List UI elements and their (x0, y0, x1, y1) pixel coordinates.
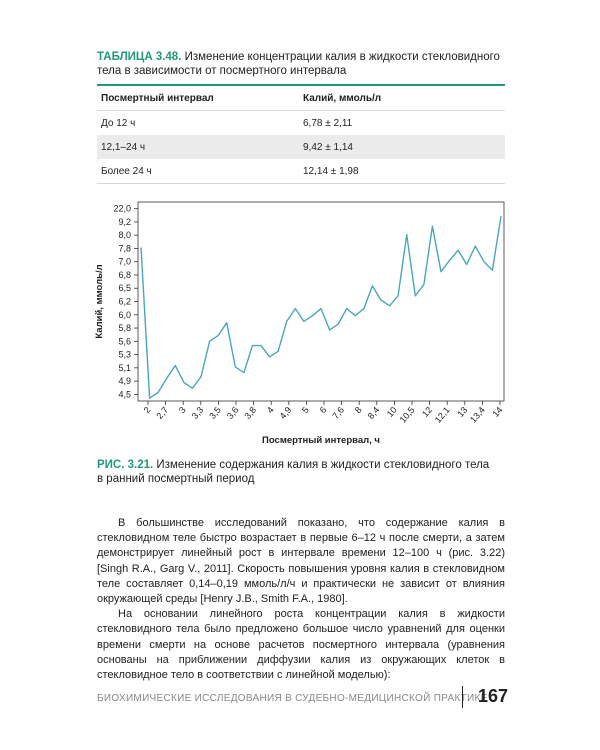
paragraph: В большинстве исследований показано, что… (97, 517, 505, 606)
y-tick-label: 7,8 (118, 243, 131, 253)
table-caption: ТАБЛИЦА 3.48. Изменение концентрации кал… (97, 50, 507, 78)
body-text: В большинстве исследований показано, что… (97, 516, 505, 683)
figure-caption: РИС. 3.21. Изменение содержания калия в … (97, 458, 507, 486)
y-tick-label: 4,9 (118, 376, 131, 386)
x-tick-label: 3,5 (207, 405, 223, 421)
table-cell-value: 9,42 ± 1,14 (303, 142, 353, 153)
y-tick-label: 22,0 (113, 204, 131, 214)
figure-caption-line1: Изменение содержания калия в жидкости ст… (156, 459, 490, 471)
x-tick-label: 2,7 (154, 405, 170, 421)
table-header-rule (97, 110, 505, 111)
x-tick-label: 3,6 (225, 405, 241, 421)
y-tick-label: 6,5 (118, 283, 131, 293)
x-tick-label: 8,4 (366, 405, 382, 421)
table-row: Более 24 ч 12,14 ± 1,98 (97, 159, 505, 183)
table-header-row: Посмертный интервал Калий, ммоль/л (97, 86, 505, 110)
x-tick-label: 4,9 (278, 405, 294, 421)
x-tick-label: 13,4 (468, 405, 487, 425)
table-bottom-rule (97, 183, 505, 184)
x-tick-label: 3 (177, 405, 188, 415)
y-tick-label: 5,8 (118, 323, 131, 333)
x-tick-label: 2 (142, 405, 153, 415)
y-tick-label: 9,2 (118, 217, 131, 227)
paragraph: На основании линейного роста концентраци… (97, 608, 505, 682)
table-header-interval: Посмертный интервал (101, 93, 214, 104)
table-row: 12,1–24 ч 9,42 ± 1,14 (97, 135, 505, 159)
x-tick-label: 10,5 (398, 405, 417, 425)
footer-divider (462, 686, 463, 708)
table-cell-interval: До 12 ч (101, 118, 136, 129)
x-tick-label: 14 (490, 405, 504, 419)
y-tick-label: 5,6 (118, 336, 131, 346)
y-tick-label: 4,5 (118, 389, 131, 399)
x-tick-label: 6 (318, 405, 329, 415)
table-cell-value: 12,14 ± 1,98 (303, 166, 359, 177)
x-tick-label: 12 (420, 405, 434, 419)
y-tick-label: 6,0 (118, 310, 131, 320)
x-tick-label: 5 (300, 405, 311, 415)
table-title-line1: Изменение концентрации калия в жидкости … (184, 51, 500, 63)
running-title: БИОХИМИЧЕСКИЕ ИССЛЕДОВАНИЯ В СУДЕБНО-МЕД… (97, 693, 488, 704)
x-tick-label: 3,8 (242, 405, 258, 421)
table-top-rule (97, 84, 505, 86)
series-line (140, 216, 502, 399)
y-tick-label: 6,2 (118, 297, 131, 307)
table-label: ТАБЛИЦА 3.48. (97, 51, 182, 63)
table-header-potassium: Калий, ммоль/л (303, 93, 382, 104)
x-tick-label: 10 (385, 405, 399, 419)
y-axis-label: Калий, ммоль/л (94, 264, 105, 338)
x-tick-label: 7,6 (330, 405, 346, 421)
y-tick-label: 6,8 (118, 270, 131, 280)
x-axis-label: Посмертный интервал, ч (262, 435, 380, 446)
table-title-line2: тела в зависимости от посмертного интерв… (97, 65, 347, 77)
table-cell-value: 6,78 ± 2,11 (303, 118, 353, 129)
figure-caption-line2: в ранний посмертный период (97, 473, 255, 485)
potassium-line-chart: 4,5 4,9 5,1 5,3 5,6 5,8 6,0 6,2 6,5 6,8 7,0 7,8 8,0 9… (94, 201, 505, 446)
figure-label: РИС. 3.21. (97, 459, 154, 471)
page-number: 167 (478, 686, 509, 706)
table-cell-interval: Более 24 ч (101, 166, 152, 177)
x-tick-label: 13 (455, 405, 469, 419)
x-tick-label: 4 (265, 405, 276, 415)
plot-frame (137, 201, 505, 402)
y-tick-label: 5,3 (118, 350, 131, 360)
x-tick-label: 3,3 (190, 405, 206, 421)
y-tick-label: 8,0 (118, 230, 131, 240)
y-tick-label: 7,0 (118, 257, 131, 267)
y-tick-label: 5,1 (118, 363, 131, 373)
x-tick-label: 8 (353, 405, 364, 415)
table-cell-interval: 12,1–24 ч (101, 142, 146, 153)
table-row: До 12 ч 6,78 ± 2,11 (97, 111, 505, 135)
x-tick-label: 12,1 (433, 405, 452, 425)
